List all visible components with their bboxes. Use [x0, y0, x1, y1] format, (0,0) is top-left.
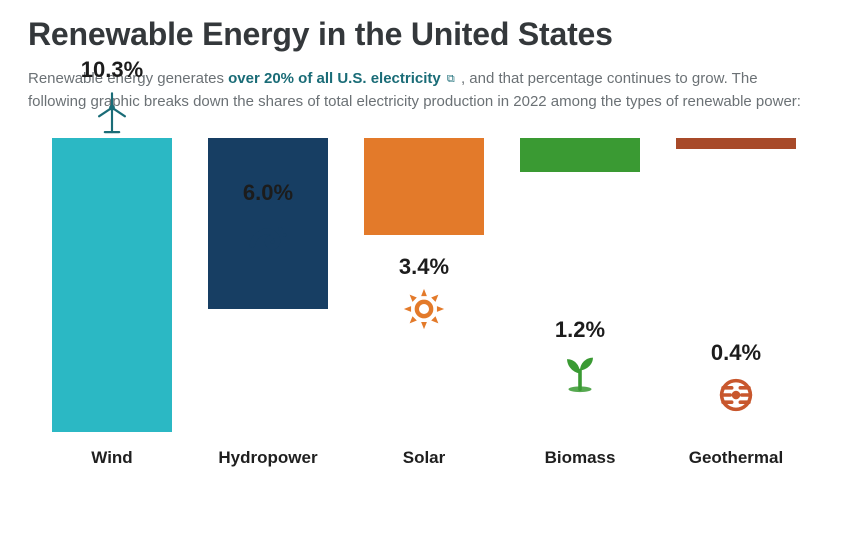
x-label-wind: Wind: [48, 448, 176, 468]
bar-pct-label: 10.3%: [81, 57, 143, 83]
bar-label-stack: 3.4%: [360, 254, 488, 332]
bar-pct-label: 6.0%: [243, 180, 293, 206]
bar-pct-label: 3.4%: [399, 254, 449, 280]
x-label-biomass: Biomass: [516, 448, 644, 468]
bar-wind: [52, 138, 172, 432]
hydropower-icon: [245, 212, 291, 258]
external-link-icon: ⧉: [447, 73, 455, 85]
bar-label-stack: 0.4%: [672, 340, 800, 418]
x-label-solar: Solar: [360, 448, 488, 468]
geothermal-icon: [713, 372, 759, 418]
page-title: Renewable Energy in the United States: [28, 16, 820, 53]
bar-geothermal: [676, 138, 796, 149]
bar-pct-label: 1.2%: [555, 317, 605, 343]
bar-biomass: [520, 138, 640, 172]
bar-pct-label: 0.4%: [711, 340, 761, 366]
x-label-hydropower: Hydropower: [204, 448, 332, 468]
x-label-geothermal: Geothermal: [672, 448, 800, 468]
bar-col-hydropower: 6.0%: [204, 138, 332, 436]
bar-col-biomass: 1.2%: [516, 138, 644, 436]
intro-link[interactable]: over 20% of all U.S. electricity: [228, 70, 441, 87]
biomass-icon: [557, 349, 603, 395]
solar-icon: [401, 286, 447, 332]
bar-label-stack: 1.2%: [516, 317, 644, 395]
bar-label-stack: 6.0%: [204, 180, 332, 258]
bar-col-geothermal: 0.4%: [672, 138, 800, 436]
bar-col-solar: 3.4%: [360, 138, 488, 436]
renewables-bar-chart: 10.3% 6.0% 3.4% 1.2% 0.4% Wind Hydropower Sola…: [28, 138, 820, 498]
bar-label-stack: 10.3%: [48, 57, 176, 135]
bar-col-wind: 10.3%: [48, 138, 176, 436]
wind-icon: [89, 89, 135, 135]
bar-solar: [364, 138, 484, 235]
